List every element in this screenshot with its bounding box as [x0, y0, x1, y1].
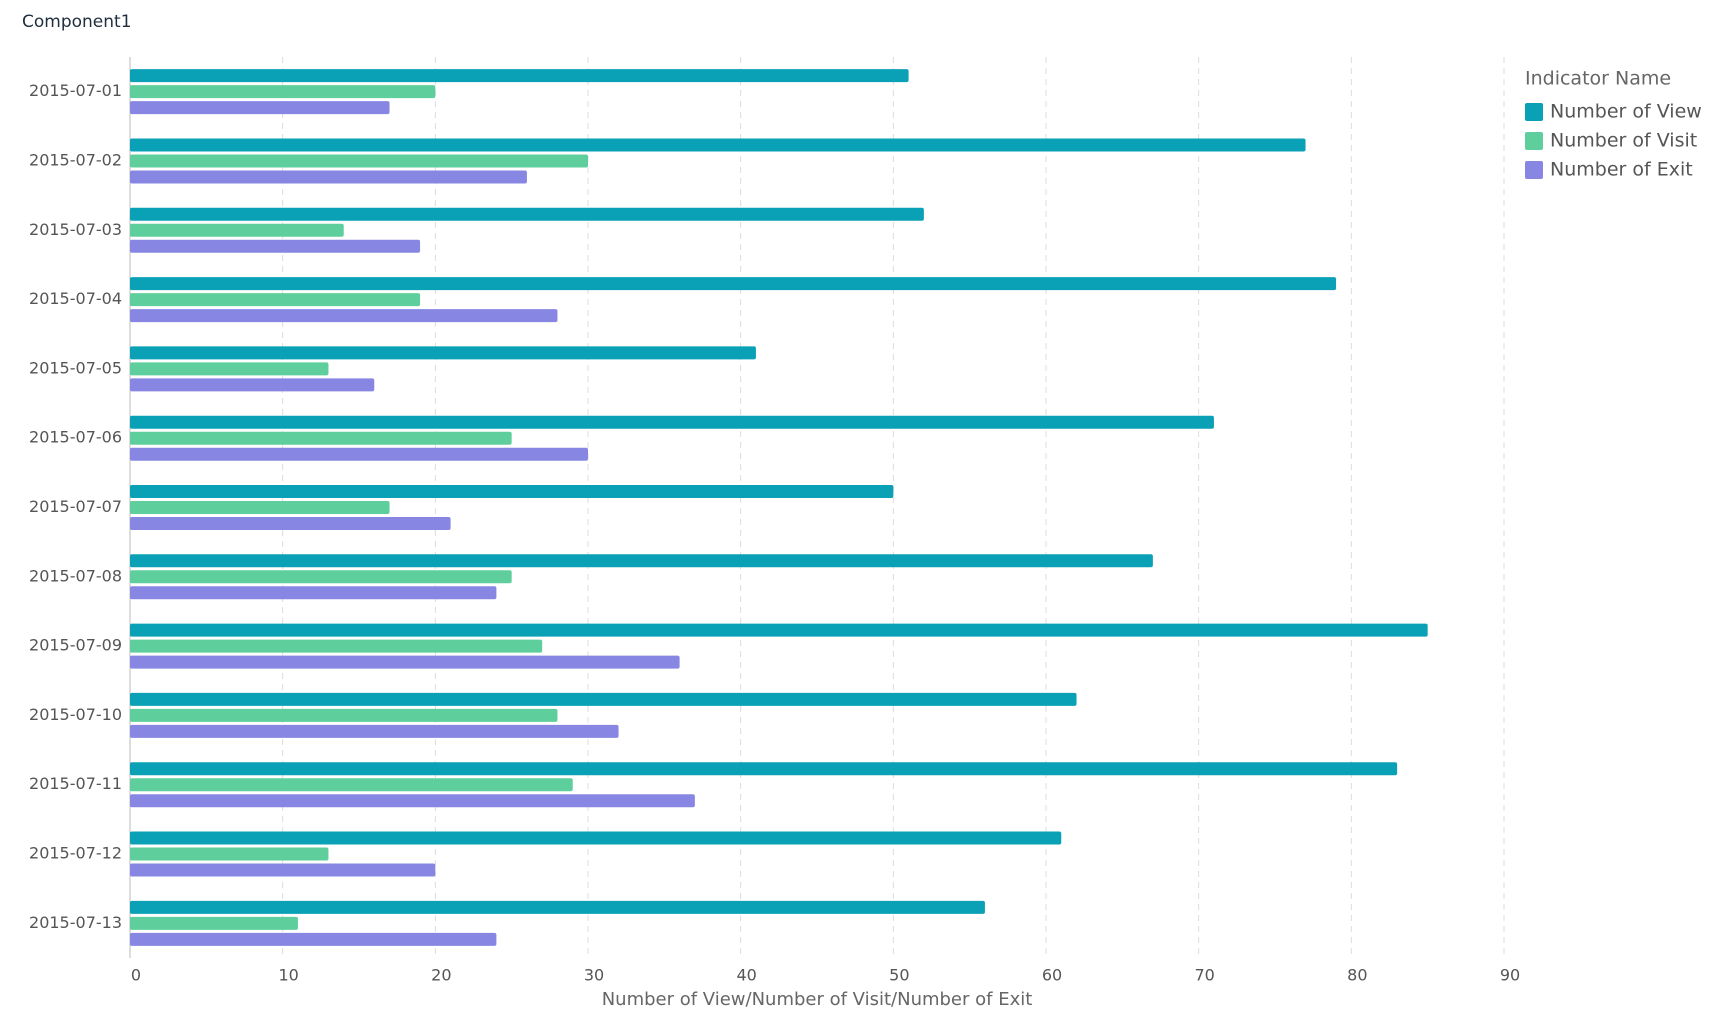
y-tick-label: 2015-07-09: [29, 636, 122, 655]
legend-swatch: [1525, 161, 1543, 179]
bar: [130, 293, 421, 307]
bar: [130, 831, 1062, 845]
bar: [130, 708, 558, 722]
bar: [130, 623, 1428, 637]
x-tick-label: 80: [1347, 966, 1367, 985]
bar: [130, 863, 436, 877]
bar: [130, 239, 421, 253]
x-tick-label: 60: [1042, 966, 1062, 985]
legend-label: Number of Exit: [1550, 159, 1693, 181]
bar: [130, 570, 512, 584]
bar: [130, 223, 344, 237]
bar: [130, 916, 298, 930]
bar: [130, 154, 588, 168]
legend-label: Number of Visit: [1550, 130, 1697, 152]
bar: [130, 501, 390, 514]
legend-title: Indicator Name: [1525, 68, 1671, 90]
y-tick-label: 2015-07-10: [29, 705, 122, 724]
bar: [130, 900, 985, 914]
x-tick-label: 20: [431, 966, 451, 985]
bar: [130, 639, 543, 653]
bar: [130, 778, 573, 792]
x-tick-label: 70: [1194, 966, 1214, 985]
bar: [130, 485, 894, 498]
bar: [130, 724, 619, 738]
bar: [130, 692, 1077, 706]
x-tick-label: 10: [278, 966, 298, 985]
legend-swatch: [1525, 103, 1543, 121]
x-tick-label: 30: [584, 966, 604, 985]
y-tick-label: 2015-07-12: [29, 844, 122, 863]
bar: [130, 431, 512, 445]
legend-swatch: [1525, 132, 1543, 150]
y-tick-label: 2015-07-01: [29, 81, 122, 100]
chart-title: Component1: [22, 12, 132, 32]
bar: [130, 277, 1337, 291]
legend-label: Number of View: [1550, 101, 1702, 123]
bar: [130, 170, 527, 184]
x-tick-label: 90: [1500, 966, 1520, 985]
y-tick-label: 2015-07-02: [29, 150, 122, 169]
bar: [130, 794, 695, 808]
y-tick-label: 2015-07-11: [29, 774, 122, 793]
bar: [130, 362, 329, 376]
bar: [130, 69, 909, 83]
x-axis-title: Number of View/Number of Visit/Number of…: [602, 989, 1033, 1010]
x-tick-label: 50: [889, 966, 909, 985]
bar: [130, 447, 588, 461]
bar: [130, 847, 329, 861]
y-tick-label: 2015-07-13: [29, 913, 122, 932]
bar: [130, 415, 1214, 429]
bar: [130, 762, 1398, 776]
x-tick-label: 40: [736, 966, 756, 985]
x-tick-label: 0: [131, 966, 141, 985]
bar: [130, 101, 390, 115]
bar: [130, 85, 436, 99]
y-tick-label: 2015-07-06: [29, 428, 122, 447]
bar: [130, 554, 1153, 568]
bar: [130, 309, 558, 323]
bar: [130, 932, 497, 946]
y-tick-label: 2015-07-03: [29, 220, 122, 239]
bar: [130, 517, 451, 530]
y-tick-label: 2015-07-07: [29, 497, 122, 516]
y-tick-label: 2015-07-08: [29, 566, 122, 585]
bar: [130, 655, 680, 669]
bar: [130, 378, 375, 392]
bar: [130, 207, 924, 221]
y-tick-label: 2015-07-05: [29, 358, 122, 377]
bar: [130, 586, 497, 600]
bar: [130, 138, 1306, 152]
y-tick-label: 2015-07-04: [29, 289, 122, 308]
bar: [130, 346, 756, 360]
